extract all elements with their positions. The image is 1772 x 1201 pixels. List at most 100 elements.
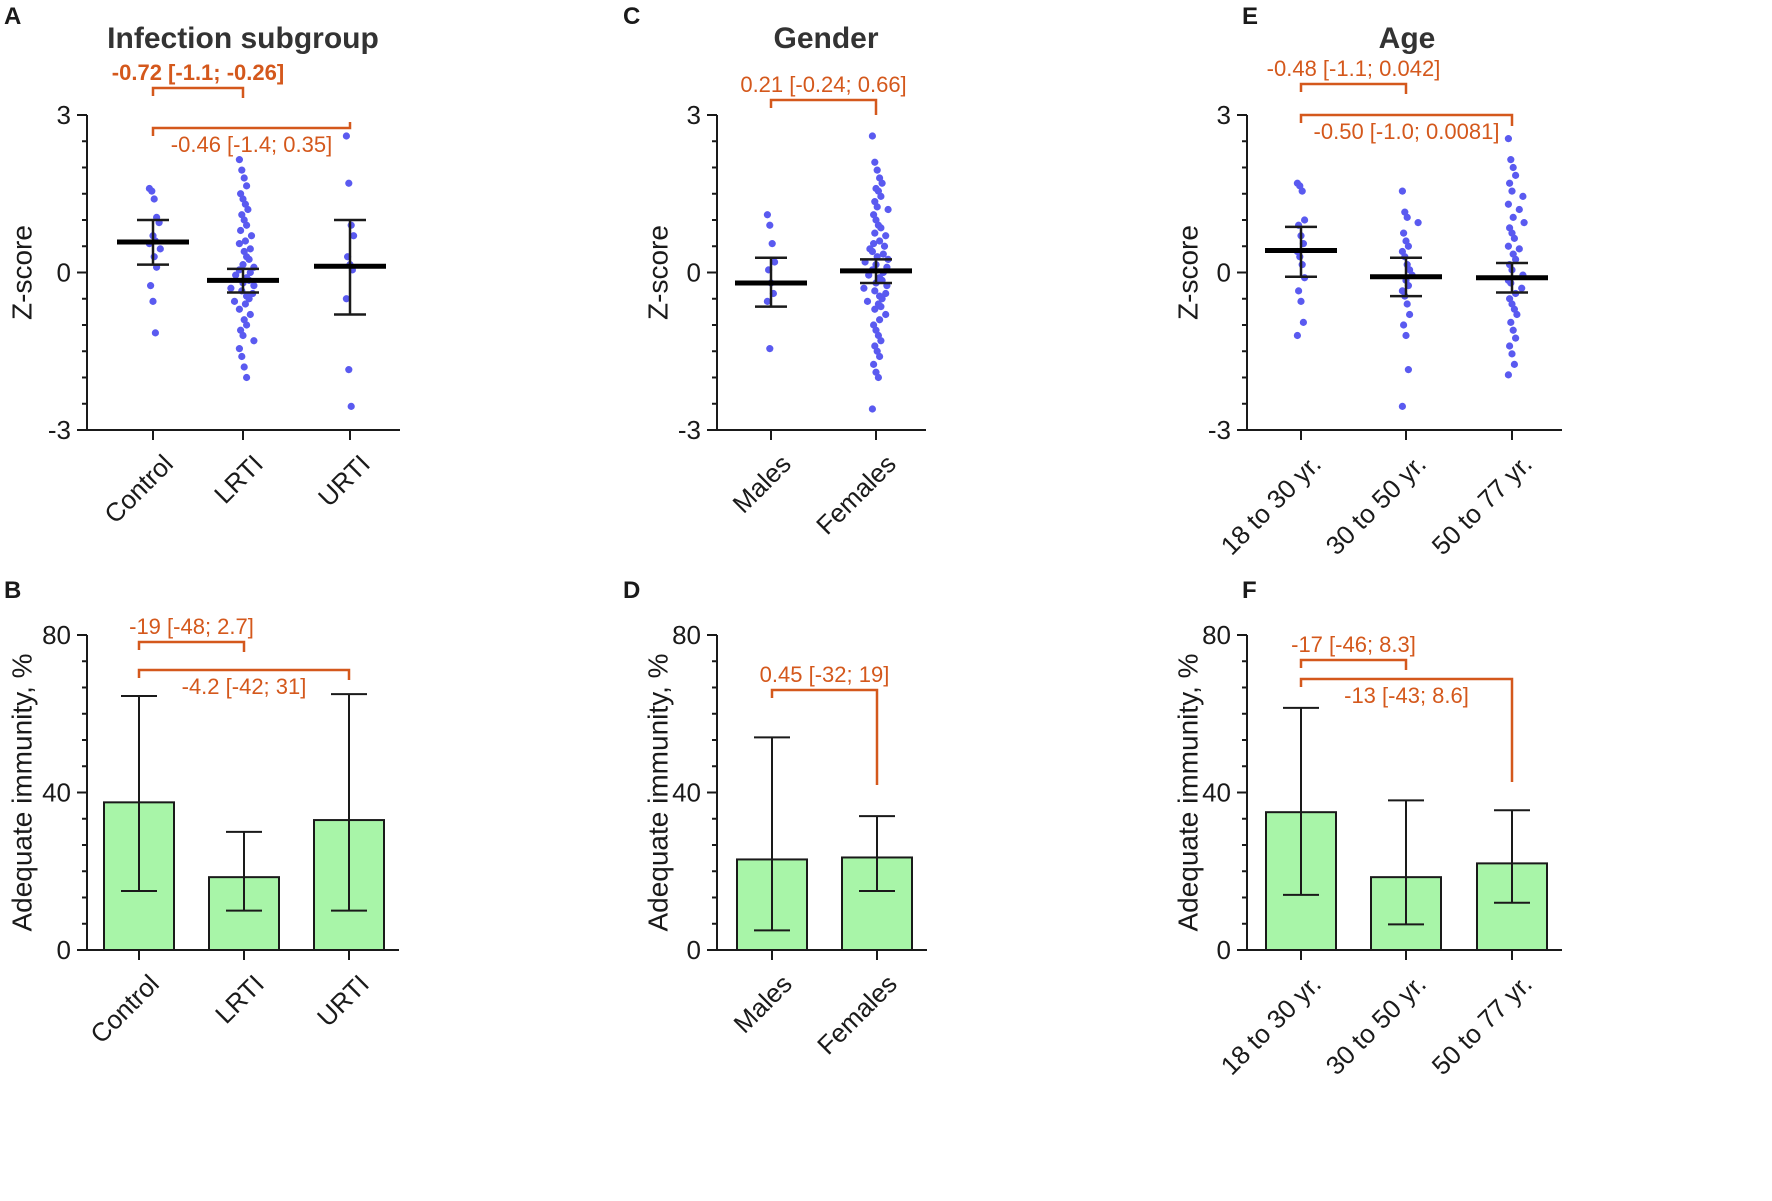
data-point xyxy=(342,295,350,303)
data-point xyxy=(1297,297,1305,305)
data-point xyxy=(763,297,772,305)
data-point xyxy=(1513,310,1521,319)
data-point xyxy=(863,297,872,305)
comparison-label: -0.72 [-1.1; -0.26] xyxy=(112,60,284,85)
comparison-label: -19 [-48; 2.7] xyxy=(129,614,254,639)
comparison-label: -17 [-46; 8.3] xyxy=(1291,632,1416,657)
data-point xyxy=(877,303,885,311)
comparison-label: -0.50 [-1.0; 0.0081] xyxy=(1314,119,1500,144)
y-tick-label: 40 xyxy=(672,778,701,808)
data-point xyxy=(156,245,164,253)
comparison-bracket xyxy=(151,122,352,136)
y-tick-label: 0 xyxy=(1217,258,1231,288)
data-point xyxy=(1295,287,1303,295)
data-point xyxy=(1404,366,1412,374)
y-tick-label: 3 xyxy=(1217,100,1231,130)
x-tick-label: 18 to 30 yr. xyxy=(1215,969,1327,1081)
data-point xyxy=(1298,187,1306,195)
data-point xyxy=(150,195,158,203)
data-point xyxy=(342,132,350,140)
x-tick-label: Females xyxy=(810,449,902,541)
data-point xyxy=(1508,187,1516,195)
data-point xyxy=(235,345,243,353)
panel-title-a: Infection subgroup xyxy=(107,22,379,55)
data-point xyxy=(238,352,246,361)
data-point xyxy=(1519,192,1527,200)
data-point xyxy=(874,373,883,382)
data-point xyxy=(768,240,776,248)
data-point xyxy=(232,271,240,279)
data-point xyxy=(1414,219,1422,227)
data-point xyxy=(876,237,884,245)
data-point xyxy=(1400,229,1408,237)
y-axis-label-c: Z-score xyxy=(642,225,673,320)
x-tick-label: 30 to 50 yr. xyxy=(1320,969,1432,1081)
data-point xyxy=(1507,318,1515,326)
data-point xyxy=(1504,200,1512,208)
data-point xyxy=(1504,135,1512,143)
panel-b: B Adequate immunity, %80 40 0 Control LRTI URT… xyxy=(4,577,399,1049)
data-point xyxy=(237,226,245,235)
data-point xyxy=(246,245,254,253)
panel-title-e: Age xyxy=(1379,22,1436,55)
data-point xyxy=(1509,163,1517,172)
x-tick-label: 50 to 77 yr. xyxy=(1426,449,1538,561)
panel-c: C Gender Z-score 3 0 -3 Males Females 0.21 [-0.2… xyxy=(623,3,926,540)
panel-letter-c: C xyxy=(623,3,640,30)
data-point xyxy=(1406,310,1414,319)
comparison-bracket xyxy=(1299,113,1514,126)
panel-letter-b: B xyxy=(4,577,21,604)
panel-a: A Infection subgroup Z-score 3 0 -3 Control LRT… xyxy=(4,3,400,529)
data-point xyxy=(1403,213,1411,221)
data-point xyxy=(766,221,774,229)
panel-title-c: Gender xyxy=(773,22,878,55)
y-tick-label: 0 xyxy=(1217,935,1231,965)
data-point xyxy=(1512,255,1520,263)
data-point xyxy=(1506,342,1514,350)
data-point xyxy=(235,156,243,164)
data-point xyxy=(147,282,155,290)
data-point xyxy=(1515,205,1523,214)
data-point xyxy=(871,287,879,295)
x-tick-label: URTI xyxy=(311,969,375,1033)
panel-f: F Adequate immunity, %80 40 0 18 to 30 yr.30… xyxy=(1172,577,1562,1081)
y-axis-label-d: Adequate immunity, % xyxy=(642,653,673,931)
y-axis-label-b: Adequate immunity, % xyxy=(6,653,37,931)
data-point xyxy=(1504,242,1512,250)
data-point xyxy=(243,182,251,190)
y-tick-label: 3 xyxy=(687,100,701,130)
data-point xyxy=(868,132,877,140)
data-point xyxy=(350,232,358,240)
comparison-label: -0.46 [-1.4; 0.35] xyxy=(171,132,332,157)
panel-e: E Age Z-score 3 0 -3 18 to 30 yr.30 to 50 yr.5… xyxy=(1172,3,1562,561)
x-tick-label: Males xyxy=(727,449,797,519)
data-point xyxy=(1509,213,1517,221)
data-point xyxy=(1504,371,1512,379)
data-point xyxy=(1510,360,1518,368)
y-axis-label-e: Z-score xyxy=(1172,225,1203,320)
x-tick-label: 18 to 30 yr. xyxy=(1215,449,1327,561)
data-point xyxy=(1400,321,1408,329)
data-point xyxy=(247,232,256,240)
data-point xyxy=(246,310,254,319)
data-point xyxy=(1520,219,1528,227)
data-point xyxy=(227,284,235,292)
panel-letter-a: A xyxy=(4,3,21,30)
data-point xyxy=(873,203,881,211)
data-point xyxy=(868,405,877,413)
y-axis-label-f: Adequate immunity, % xyxy=(1172,653,1203,931)
y-tick-label: 80 xyxy=(1202,620,1231,650)
data-point xyxy=(884,205,892,214)
data-point xyxy=(1512,171,1520,179)
data-point xyxy=(1508,350,1516,358)
data-point xyxy=(240,363,248,371)
x-tick-label: URTI xyxy=(312,449,376,513)
x-tick-label: 50 to 77 yr. xyxy=(1426,969,1538,1081)
data-point xyxy=(241,300,249,308)
data-point xyxy=(873,166,881,174)
data-point xyxy=(871,229,879,237)
y-tick-label: 0 xyxy=(687,935,701,965)
data-point xyxy=(876,352,884,361)
data-point xyxy=(1299,318,1307,326)
